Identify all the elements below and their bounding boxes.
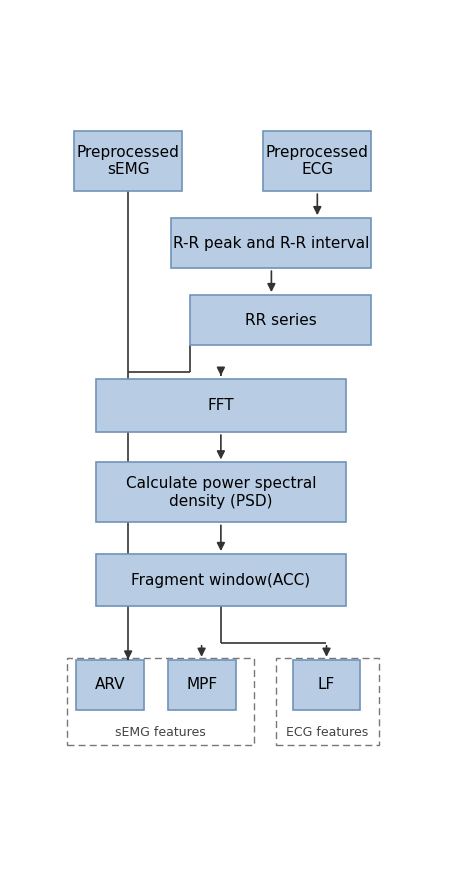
FancyBboxPatch shape <box>190 295 372 345</box>
Text: RR series: RR series <box>245 313 317 328</box>
FancyBboxPatch shape <box>96 554 346 607</box>
FancyBboxPatch shape <box>96 379 346 432</box>
Text: FFT: FFT <box>208 398 234 413</box>
Text: R-R peak and R-R interval: R-R peak and R-R interval <box>173 235 370 250</box>
Text: Preprocessed
sEMG: Preprocessed sEMG <box>77 145 180 177</box>
Text: Fragment window(ACC): Fragment window(ACC) <box>131 573 310 587</box>
Text: MPF: MPF <box>186 677 217 693</box>
Text: LF: LF <box>318 677 335 693</box>
Text: sEMG features: sEMG features <box>115 726 206 739</box>
FancyBboxPatch shape <box>76 660 144 710</box>
FancyBboxPatch shape <box>171 218 372 269</box>
Text: ECG features: ECG features <box>286 726 369 739</box>
FancyBboxPatch shape <box>74 131 182 191</box>
Text: Preprocessed
ECG: Preprocessed ECG <box>266 145 369 177</box>
FancyBboxPatch shape <box>168 660 236 710</box>
Text: ARV: ARV <box>94 677 125 693</box>
FancyBboxPatch shape <box>96 462 346 522</box>
FancyBboxPatch shape <box>263 131 372 191</box>
FancyBboxPatch shape <box>292 660 360 710</box>
Text: Calculate power spectral
density (PSD): Calculate power spectral density (PSD) <box>126 476 316 508</box>
